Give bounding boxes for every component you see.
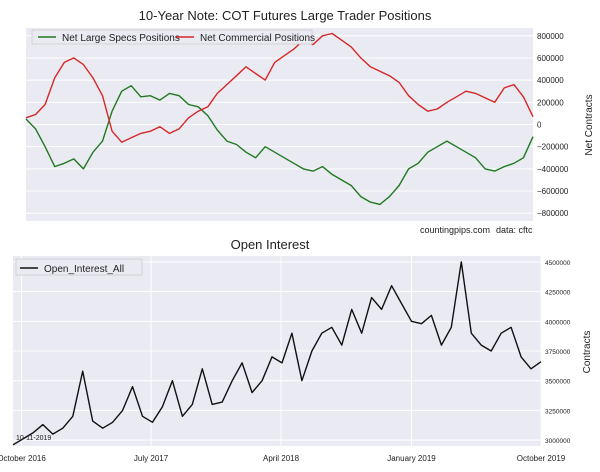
y-tick-label: −800000	[537, 209, 569, 218]
legend-label-commercial: Net Commercial Positions	[200, 33, 315, 44]
y-tick-label: 3750000	[545, 349, 571, 356]
y-tick-label: 3500000	[545, 379, 571, 386]
y-tick-label: 4500000	[545, 260, 571, 267]
positions-legend-box	[31, 29, 313, 45]
y-tick-label: −600000	[537, 187, 569, 196]
x-tick-label: July 2017	[134, 454, 169, 463]
positions-y-ticks: −800000 −600000 −400000 −200000 0 200000 40000…	[537, 32, 569, 218]
data-annotation: data: cftc	[496, 225, 533, 235]
open-interest-series	[12, 261, 542, 446]
report-date-annotation: 10-11-2019	[16, 435, 51, 442]
source-annotation: countingpips.com	[420, 225, 490, 235]
series-line-open-interest-all	[12, 261, 542, 446]
legend-label-large-specs: Net Large Specs Positions	[62, 33, 180, 44]
open-interest-y-axis-label: Contracts	[582, 331, 593, 374]
positions-legend: Net Large Specs Positions Net Commercial…	[31, 29, 315, 45]
open-interest-chart-title: Open Interest	[231, 237, 310, 252]
legend-label-open-interest: Open_Interest_All	[44, 264, 124, 275]
y-tick-label: 4000000	[545, 319, 571, 326]
positions-series	[25, 32, 534, 206]
x-tick-label: January 2019	[387, 454, 436, 463]
y-tick-label: 800000	[537, 32, 564, 41]
open-interest-y-ticks: 3000000 3250000 3500000 3750000 4000000 42500…	[545, 260, 571, 445]
y-tick-label: −200000	[537, 143, 569, 152]
y-tick-label: 200000	[537, 98, 564, 107]
open-interest-chart: Open Interest 3000000 3250000 3500000 37500…	[0, 237, 593, 463]
y-tick-label: 400000	[537, 76, 564, 85]
x-tick-label: April 2018	[263, 454, 300, 463]
y-tick-label: 600000	[537, 54, 564, 63]
y-tick-label: 0	[537, 121, 542, 130]
positions-y-axis-label: Net Contracts	[584, 94, 595, 155]
positions-chart: 10-Year Note: COT Futures Large Trader P…	[25, 8, 595, 235]
x-tick-label: October 2016	[0, 454, 46, 463]
y-tick-label: 3250000	[545, 408, 571, 415]
y-tick-label: −400000	[537, 165, 569, 174]
open-interest-x-ticks: October 2016 July 2017 April 2018 January 2…	[0, 454, 566, 463]
y-tick-label: 3000000	[545, 438, 571, 445]
open-interest-legend: Open_Interest_All	[15, 258, 143, 276]
open-interest-gridlines	[13, 256, 542, 446]
open-interest-legend-box	[15, 258, 143, 276]
x-tick-label: October 2019	[517, 454, 566, 463]
series-line-net-large-specs-positions	[25, 85, 534, 206]
series-line-net-commercial-positions	[25, 32, 534, 143]
positions-chart-title: 10-Year Note: COT Futures Large Trader P…	[139, 8, 432, 23]
y-tick-label: 4250000	[545, 290, 571, 297]
